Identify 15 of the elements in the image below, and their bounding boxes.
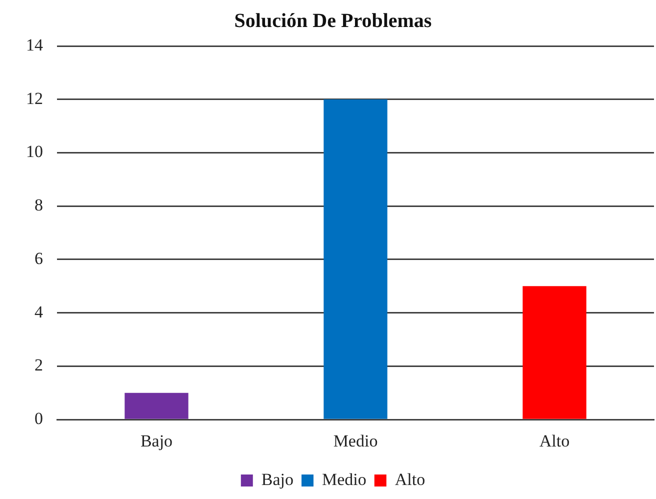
legend-label: Medio [322, 470, 366, 489]
y-tick-label: 6 [34, 248, 43, 268]
y-tick-label: 4 [34, 302, 44, 322]
y-tick-label: 12 [26, 88, 43, 108]
legend-label: Bajo [261, 470, 294, 489]
chart-title: Solución De Problemas [234, 10, 432, 32]
legend-label: Alto [394, 470, 426, 489]
y-tick-label: 2 [34, 356, 43, 375]
y-tick-label: 0 [34, 409, 43, 428]
y-tick-label: 10 [26, 142, 43, 162]
x-tick-label: Medio [333, 431, 378, 450]
x-tick-label: Bajo [140, 431, 173, 450]
y-tick-label: 8 [34, 196, 43, 215]
x-tick-label: Alto [539, 431, 570, 450]
y-tick-label: 14 [26, 35, 44, 54]
